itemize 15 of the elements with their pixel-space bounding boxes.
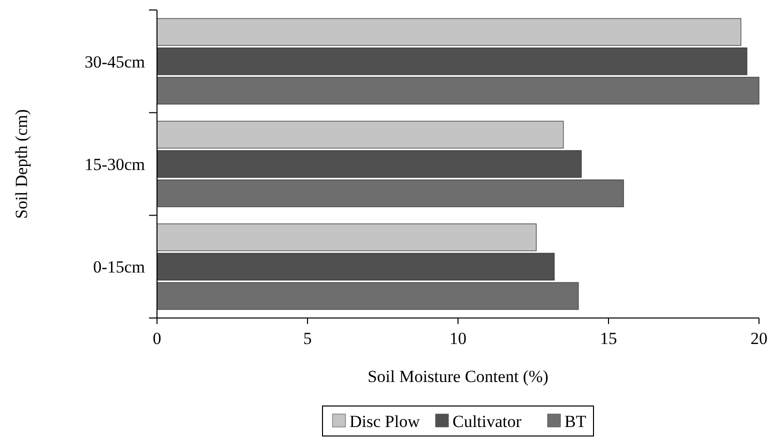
legend-label: Cultivator [452, 412, 522, 431]
y-tick-label: 0-15cm [93, 258, 145, 277]
bar [156, 224, 537, 252]
bar [156, 76, 760, 104]
x-tick-label: 20 [750, 329, 768, 348]
x-tick-label: 0 [152, 329, 162, 348]
y-tick-label: 15-30cm [84, 155, 145, 174]
x-axis-title: Soil Moisture Content (%) [368, 367, 548, 386]
y-tick-label: 30-45cm [84, 52, 145, 72]
legend-label: BT [564, 412, 587, 431]
legend-label: Disc Plow [350, 412, 421, 431]
x-tick-label: 10 [450, 329, 466, 348]
y-axis-title: Soil Depth (cm) [12, 109, 31, 219]
x-tick-label: 15 [600, 329, 617, 348]
x-tick-label: 5 [303, 329, 312, 348]
